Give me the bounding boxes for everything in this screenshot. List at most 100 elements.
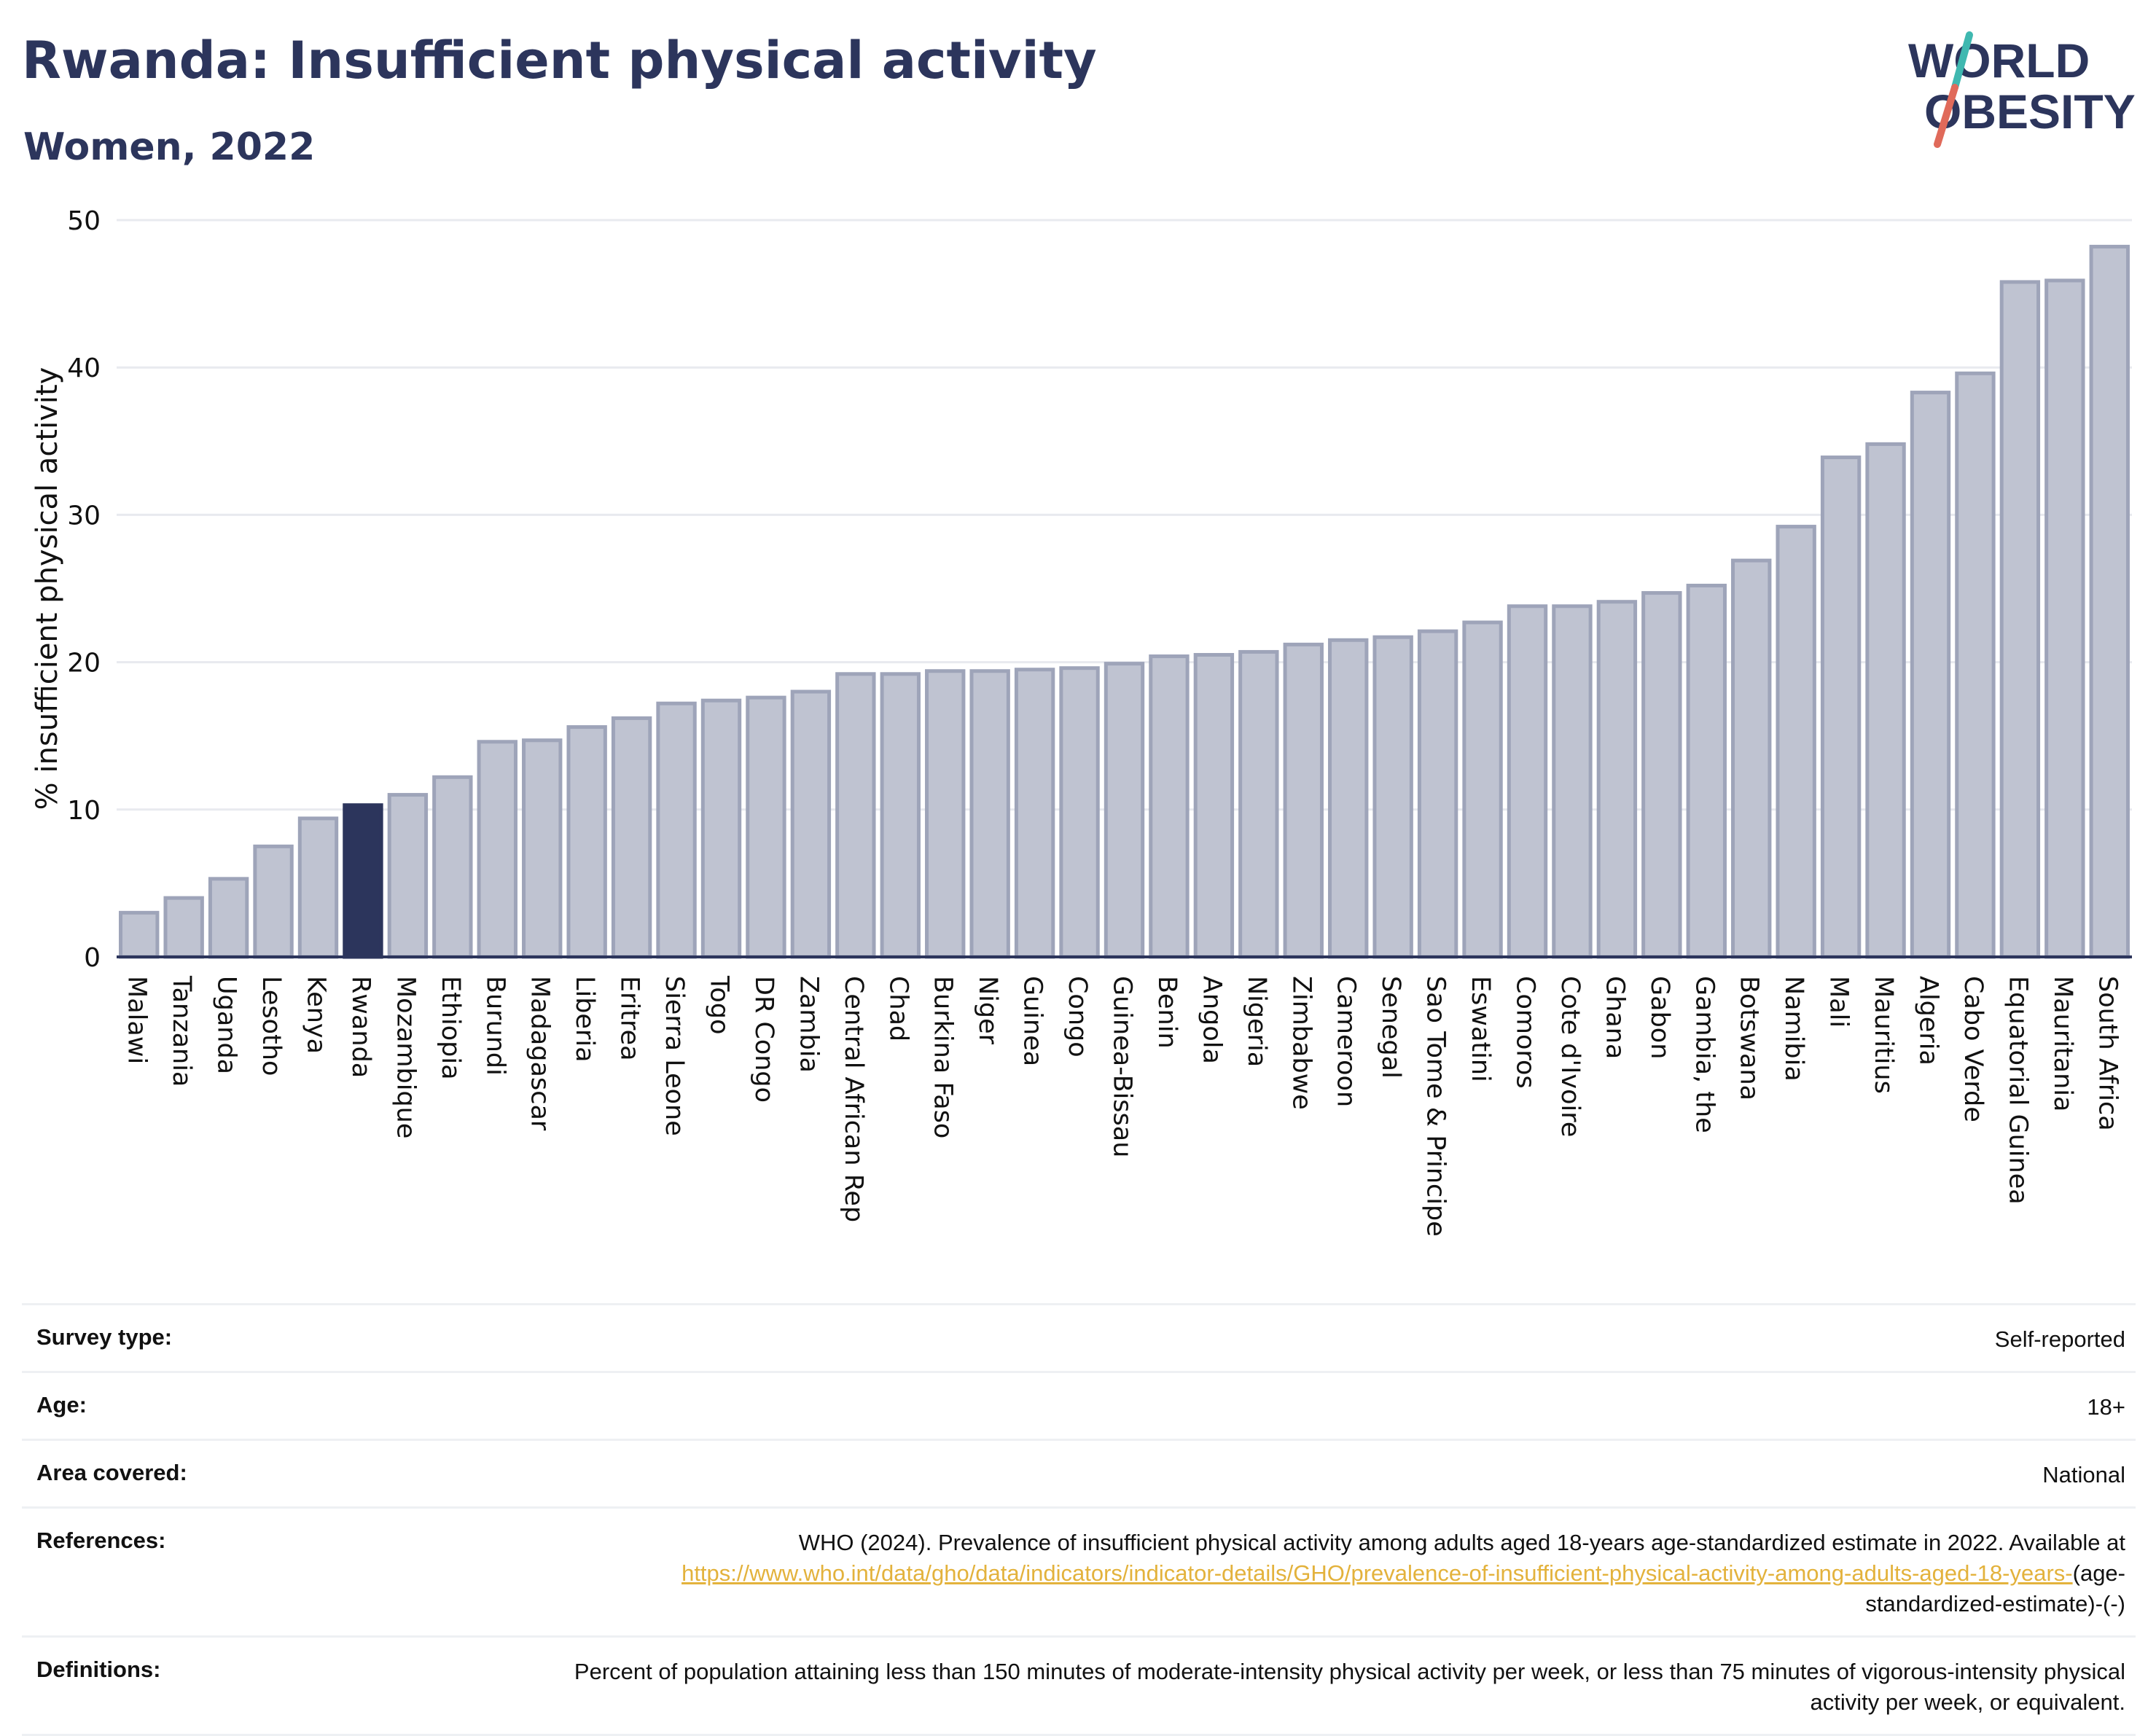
x-tick-label: Comoros	[1511, 976, 1540, 1089]
bar	[522, 738, 563, 959]
x-tick-label: Cameroon	[1332, 976, 1361, 1107]
bar	[1955, 371, 1996, 959]
bar-chart: 0 10 20 30 40 50 % insufficient physical activ…	[31, 206, 2132, 1237]
logo-slash-teal	[1951, 31, 1973, 91]
bar	[432, 775, 473, 959]
x-tick-label: Rwanda	[346, 976, 375, 1078]
bar	[2089, 244, 2130, 959]
x-tick-label: Guinea	[1018, 976, 1047, 1066]
bar	[1731, 558, 1772, 959]
x-tick-label: Zambia	[794, 976, 823, 1073]
x-tick-label: Namibia	[1779, 976, 1808, 1082]
x-tick-label: Cabo Verde	[1958, 976, 1988, 1122]
meta-label: References:	[36, 1528, 166, 1553]
bar	[1372, 635, 1413, 959]
meta-label: Survey type:	[36, 1324, 173, 1350]
bar	[477, 740, 517, 959]
bar	[746, 695, 786, 959]
x-tick-label: Lesotho	[257, 976, 286, 1076]
bar	[566, 725, 607, 959]
x-tick-label: Niger	[973, 976, 1002, 1045]
bar	[925, 669, 966, 959]
bar	[253, 844, 294, 959]
bar	[1596, 600, 1638, 959]
metadata-table: Survey type: Self-reported Age: 18+ Area…	[22, 1303, 2136, 1736]
y-tick-label: 50	[67, 206, 101, 236]
x-tick-label: Mozambique	[391, 976, 420, 1138]
bar	[1283, 642, 1324, 959]
bar	[880, 672, 921, 959]
reference-suffix: (age-standardized-estimate)-(-)	[1865, 1560, 2125, 1616]
meta-value: 18+	[2087, 1394, 2125, 1420]
bar	[1641, 591, 1682, 959]
x-tick-label: Sierra Leone	[660, 976, 689, 1136]
x-tick-label: Gambia, the	[1690, 976, 1719, 1133]
meta-value: Self-reported	[1994, 1326, 2125, 1352]
meta-label: Area covered:	[36, 1460, 187, 1485]
bar	[1462, 620, 1503, 959]
x-tick-label: Algeria	[1914, 976, 1943, 1066]
x-tick-label: Guinea-Bissau	[1108, 976, 1137, 1157]
x-tick-label: Gabon	[1645, 976, 1674, 1059]
bar	[1059, 666, 1100, 959]
meta-value: Percent of population attaining less tha…	[574, 1659, 2125, 1715]
bar	[1999, 280, 2041, 959]
x-tick-label: Tanzania	[167, 975, 196, 1087]
x-tick-label: Chad	[883, 976, 913, 1041]
x-tick-label: Sao Tome & Principe	[1421, 976, 1450, 1237]
logo-line-1: WORLD	[1908, 34, 2090, 87]
x-tick-label: Mali	[1824, 976, 1854, 1028]
bar	[656, 701, 697, 959]
meta-label: Definitions:	[36, 1657, 161, 1682]
bar	[1776, 525, 1816, 959]
bar	[1820, 455, 1862, 959]
x-tick-label: Liberia	[570, 976, 599, 1063]
bar	[1238, 649, 1279, 959]
x-tick-label: Malawi	[122, 976, 152, 1064]
x-tick-label: Equatorial Guinea	[2003, 976, 2032, 1205]
bar	[163, 896, 204, 959]
x-tick-label: Benin	[1152, 976, 1181, 1049]
reference-text: WHO (2024). Prevalence of insufficient p…	[798, 1530, 2125, 1555]
bar	[835, 672, 876, 959]
meta-row-age: Age: 18+	[22, 1371, 2136, 1439]
bar	[208, 877, 249, 959]
x-tick-label: Congo	[1063, 976, 1092, 1057]
x-tick-label: Botswana	[1735, 976, 1764, 1100]
y-tick-label: 0	[84, 943, 101, 973]
bar	[387, 793, 429, 959]
x-tick-label: Ghana	[1600, 976, 1629, 1059]
x-tick-label: Mauritania	[2048, 976, 2077, 1111]
x-tick-label: Zimbabwe	[1286, 976, 1316, 1110]
x-tick-label: Angola	[1197, 976, 1226, 1064]
bar	[2044, 278, 2085, 959]
reference-link[interactable]: https://www.who.int/data/gho/data/indica…	[681, 1560, 2073, 1586]
bar	[1417, 629, 1458, 959]
x-tick-label: Burkina Faso	[929, 976, 958, 1138]
x-tick-label: Ethiopia	[436, 976, 465, 1080]
y-tick-label: 40	[67, 353, 101, 383]
bar	[343, 803, 383, 959]
bar	[1910, 391, 1951, 959]
x-tick-label: Senegal	[1376, 976, 1405, 1079]
x-tick-label: Mauritius	[1869, 976, 1898, 1094]
chart-subtitle: Women, 2022	[23, 125, 316, 169]
logo-slash-red	[1934, 84, 1958, 148]
bar	[611, 716, 652, 959]
x-tick-label: Cote d'Ivoire	[1555, 976, 1585, 1137]
bar	[1865, 442, 1906, 959]
bar	[1328, 638, 1369, 959]
y-tick-label: 20	[67, 649, 101, 679]
x-tick-label: Madagascar	[526, 976, 555, 1131]
meta-value: National	[2042, 1462, 2125, 1487]
x-tick-label: DR Congo	[749, 976, 778, 1103]
bar	[700, 698, 742, 959]
meta-row-survey-type: Survey type: Self-reported	[22, 1303, 2136, 1371]
logo-line-2: OBESITY	[1924, 85, 2136, 138]
x-tick-label: Uganda	[212, 976, 241, 1074]
bar	[969, 669, 1010, 959]
bar	[790, 689, 832, 959]
meta-row-references: References: WHO (2024). Prevalence of in…	[22, 1506, 2136, 1635]
bar	[1104, 662, 1145, 959]
x-tick-label: Togo	[705, 975, 734, 1034]
